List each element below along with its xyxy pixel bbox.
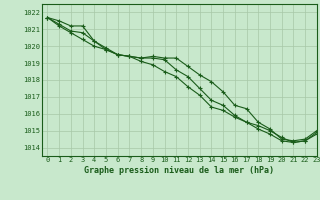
X-axis label: Graphe pression niveau de la mer (hPa): Graphe pression niveau de la mer (hPa) bbox=[84, 166, 274, 175]
